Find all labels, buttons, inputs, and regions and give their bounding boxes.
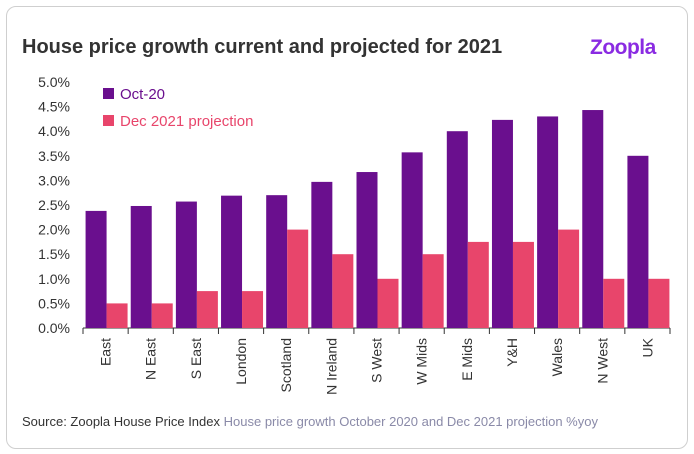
bar-oct-20 (221, 195, 243, 328)
bar-oct-20 (175, 201, 197, 328)
x-tick-label: Wales (549, 338, 565, 376)
y-tick-label: 0.0% (38, 320, 70, 336)
bar-oct-20 (311, 181, 333, 328)
bar-oct-20 (130, 205, 152, 328)
zoopla-logo: Zoopla (590, 36, 656, 59)
x-tick-label: Scotland (278, 338, 294, 392)
bar-oct-20 (491, 119, 513, 328)
bar-dec-2021-projection (106, 303, 128, 328)
y-tick-label: 5.0% (38, 74, 70, 90)
bar-dec-2021-projection (151, 303, 173, 328)
y-tick-label: 3.0% (38, 172, 70, 188)
bar-dec-2021-projection (603, 278, 625, 328)
x-tick-label: N Ireland (323, 338, 339, 395)
bar-oct-20 (446, 131, 468, 328)
x-tick-label: N West (594, 338, 610, 384)
x-tick-label: UK (639, 337, 655, 357)
bar-dec-2021-projection (558, 229, 580, 328)
y-tick-label: 4.5% (38, 99, 70, 115)
x-tick-label: E Mids (459, 338, 475, 381)
bar-oct-20 (627, 155, 649, 328)
bar-oct-20 (582, 110, 604, 328)
bar-oct-20 (85, 210, 107, 328)
chart-footer: Source: Zoopla House Price Index House p… (22, 414, 598, 429)
bar-dec-2021-projection (467, 241, 489, 328)
legend-swatch (103, 115, 114, 126)
bar-dec-2021-projection (377, 278, 399, 328)
x-tick-label: East (98, 338, 114, 366)
bar-oct-20 (401, 152, 423, 328)
y-tick-label: 2.5% (38, 197, 70, 213)
y-tick-label: 1.5% (38, 246, 70, 262)
bar-dec-2021-projection (648, 278, 670, 328)
y-tick-label: 3.5% (38, 148, 70, 164)
x-tick-label: Y&H (504, 338, 520, 367)
x-tick-label: S West (369, 338, 385, 383)
y-tick-label: 2.0% (38, 222, 70, 238)
x-tick-label: S East (188, 338, 204, 379)
bar-dec-2021-projection (422, 254, 444, 328)
legend-swatch (103, 88, 114, 99)
chart-title: House price growth current and projected… (22, 36, 503, 58)
x-tick-label: London (233, 338, 249, 385)
y-tick-label: 0.5% (38, 295, 70, 311)
bar-oct-20 (356, 172, 378, 328)
bar-dec-2021-projection (512, 241, 534, 328)
x-tick-label: W Mids (414, 338, 430, 385)
y-tick-label: 4.0% (38, 123, 70, 139)
bar-dec-2021-projection (242, 291, 264, 328)
y-tick-label: 1.0% (38, 271, 70, 287)
bar-oct-20 (537, 116, 559, 328)
bar-dec-2021-projection (287, 229, 309, 328)
legend-label: Oct-20 (120, 86, 165, 103)
bar-dec-2021-projection (196, 291, 218, 328)
chart-frame (6, 6, 688, 449)
x-tick-label: N East (143, 338, 159, 380)
bar-dec-2021-projection (332, 254, 354, 328)
source-text: Source: Zoopla House Price Index (22, 414, 220, 429)
bar-oct-20 (266, 195, 288, 328)
legend-label: Dec 2021 projection (120, 113, 253, 130)
description-text: House price growth October 2020 and Dec … (223, 414, 598, 429)
